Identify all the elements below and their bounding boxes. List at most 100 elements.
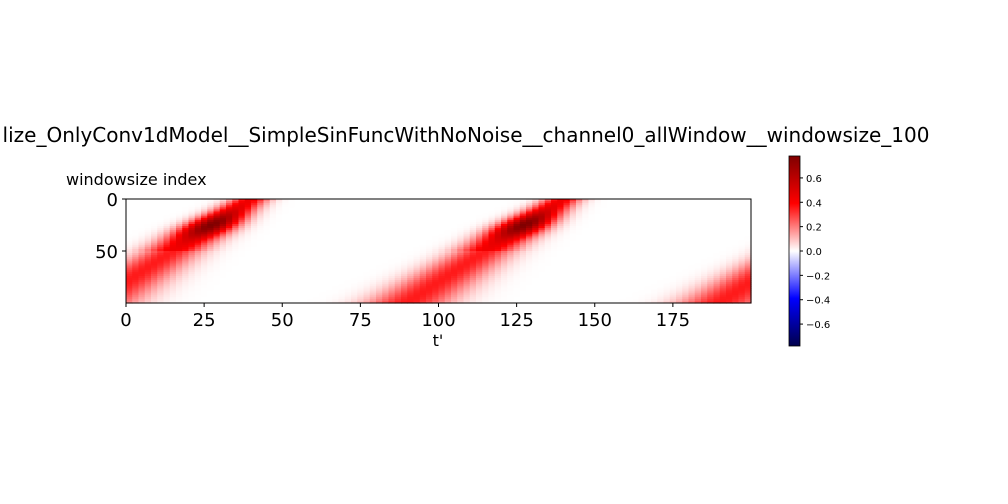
heatmap-cell — [501, 286, 508, 290]
heatmap-cell — [638, 280, 646, 283]
heatmap-cell — [526, 199, 533, 202]
heatmap-cell — [701, 257, 708, 260]
heatmap-cell — [282, 215, 290, 219]
heatmap-cell — [719, 199, 727, 202]
heatmap-cell — [276, 290, 283, 294]
heatmap-cell — [582, 292, 590, 296]
heatmap-cell — [282, 286, 290, 290]
heatmap-cell — [438, 232, 446, 235]
heatmap-cell — [607, 290, 615, 294]
heatmap-cell — [294, 292, 302, 296]
heatmap-cell — [738, 203, 746, 206]
heatmap-cell — [432, 248, 440, 252]
heatmap-cell — [451, 261, 458, 265]
heatmap-cell — [476, 296, 483, 300]
heatmap-cell — [551, 292, 558, 296]
heatmap-cell — [501, 236, 508, 240]
heatmap-cell — [582, 236, 590, 240]
heatmap-cell — [582, 217, 590, 221]
heatmap-cell — [657, 207, 665, 210]
heatmap-cell — [294, 238, 302, 242]
heatmap-cell — [713, 278, 721, 281]
heatmap-cell — [194, 215, 202, 219]
heatmap-cell — [351, 259, 358, 262]
heatmap-cell — [538, 273, 546, 277]
heatmap-cell — [707, 201, 715, 204]
heatmap-cell — [326, 244, 333, 248]
heatmap-cell — [476, 261, 483, 265]
heatmap-cell — [632, 286, 640, 290]
heatmap-cell — [163, 273, 171, 277]
heatmap-cell — [738, 213, 746, 217]
heatmap-cell — [301, 203, 308, 206]
heatmap-cell — [413, 269, 421, 273]
heatmap-cell — [288, 228, 296, 231]
heatmap-cell — [626, 240, 633, 244]
heatmap-cell — [726, 257, 733, 260]
heatmap-cell — [626, 203, 633, 206]
heatmap-cell — [726, 240, 733, 244]
heatmap-cell — [519, 232, 527, 235]
heatmap-cell — [501, 271, 508, 275]
heatmap-cell — [707, 257, 715, 260]
heatmap-cell — [213, 267, 221, 271]
heatmap-cell — [307, 298, 315, 302]
heatmap-cell — [288, 215, 296, 219]
heatmap-cell — [457, 240, 465, 244]
heatmap-cell — [201, 263, 208, 267]
heatmap-cell — [163, 300, 171, 304]
heatmap-cell — [501, 238, 508, 242]
heatmap-cell — [632, 211, 640, 215]
heatmap-cell — [594, 265, 602, 269]
heatmap-cell — [538, 292, 546, 296]
heatmap-cell — [544, 223, 552, 227]
heatmap-cell — [163, 296, 171, 300]
heatmap-cell — [338, 240, 346, 244]
heatmap-cell — [344, 199, 352, 202]
heatmap-cell — [638, 257, 646, 260]
heatmap-cell — [732, 226, 740, 229]
heatmap-cell — [182, 278, 190, 281]
heatmap-cell — [338, 298, 346, 302]
heatmap-cell — [669, 248, 677, 252]
heatmap-cell — [676, 282, 683, 285]
heatmap-cell — [257, 213, 265, 217]
heatmap-cell — [363, 236, 371, 240]
heatmap-cell — [344, 259, 352, 262]
heatmap-cell — [582, 199, 590, 202]
heatmap-cell — [663, 205, 671, 208]
heatmap-cell — [438, 226, 446, 229]
heatmap-cell — [394, 240, 402, 244]
heatmap-cell — [351, 271, 358, 275]
heatmap-cell — [351, 278, 358, 281]
heatmap-cell — [632, 275, 640, 279]
heatmap-cell — [232, 280, 240, 283]
heatmap-cell — [619, 246, 627, 250]
heatmap-cell — [226, 209, 233, 213]
heatmap-cell — [407, 240, 415, 244]
heatmap-cell — [144, 265, 152, 269]
heatmap-cell — [457, 282, 465, 285]
heatmap-cell — [669, 230, 677, 233]
heatmap-cell — [544, 288, 552, 292]
heatmap-cell — [326, 232, 333, 235]
heatmap-cell — [532, 298, 540, 302]
heatmap-cell — [563, 292, 571, 296]
heatmap-cell — [307, 228, 315, 231]
heatmap-cell — [238, 217, 246, 221]
heatmap-cell — [551, 215, 558, 219]
heatmap-cell — [444, 251, 452, 254]
heatmap-cell — [188, 300, 196, 304]
heatmap-cell — [188, 238, 196, 242]
heatmap-cell — [294, 265, 302, 269]
heatmap-cell — [588, 267, 596, 271]
heatmap-cell — [394, 251, 402, 254]
heatmap-cell — [457, 259, 465, 262]
heatmap-cell — [551, 236, 558, 240]
heatmap-cell — [388, 213, 396, 217]
heatmap-cell — [638, 261, 646, 265]
heatmap-cell — [476, 232, 483, 235]
heatmap-cell — [651, 240, 658, 244]
heatmap-cell — [457, 236, 465, 240]
heatmap-cell — [519, 246, 527, 250]
